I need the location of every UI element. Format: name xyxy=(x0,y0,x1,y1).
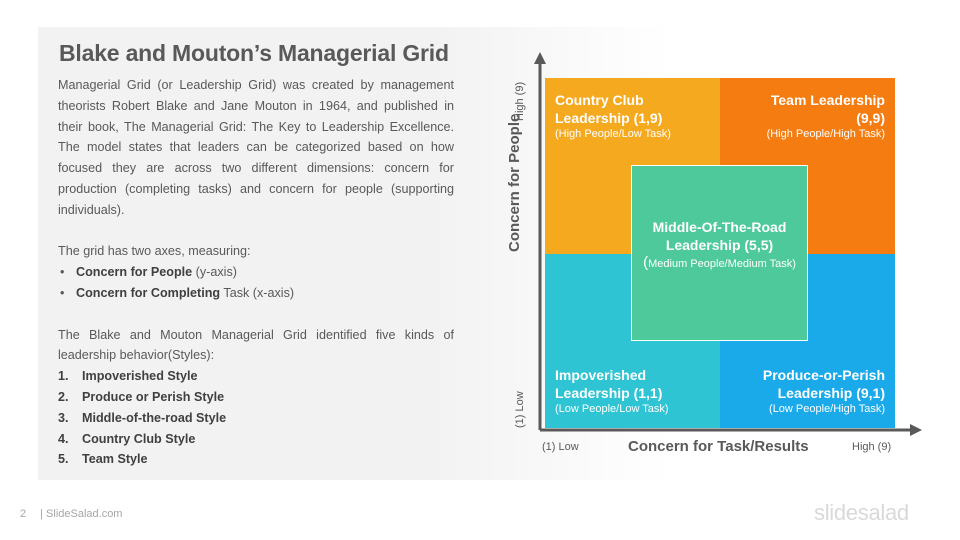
body-text: Managerial Grid (or Leadership Grid) was… xyxy=(58,75,454,470)
x-axis-low-label: (1) Low xyxy=(542,441,579,453)
y-axis-low-label: (1) Low xyxy=(514,391,526,428)
list-item: 4. Country Club Style xyxy=(58,431,196,446)
footer: 2 | SlideSalad.com xyxy=(20,508,122,520)
page-number: 2 xyxy=(20,508,27,520)
list-item: 3. Middle-of-the-road Style xyxy=(58,410,227,425)
y-axis-title: Concern for People xyxy=(506,114,523,252)
brand-logo: slidesalad xyxy=(814,500,909,525)
cell-middle-of-the-road: Middle-Of-The-Road Leadership (5,5) (Med… xyxy=(631,165,808,341)
list-item: Concern for People (y-axis) xyxy=(58,262,454,283)
y-axis-arrowhead xyxy=(534,52,546,64)
styles-list: 1. Impoverished Style 2. Produce or Perish… xyxy=(58,366,454,470)
x-axis-arrowhead xyxy=(910,424,922,436)
styles-intro: The Blake and Mouton Managerial Grid ide… xyxy=(58,327,454,363)
list-item: 2. Produce or Perish Style xyxy=(58,389,225,404)
list-item: 1. Impoverished Style xyxy=(58,369,198,384)
x-axis-high-label: High (9) xyxy=(852,441,892,453)
list-item: 5. Team Style xyxy=(58,452,148,467)
y-axis-high-label: High (9) xyxy=(514,81,526,121)
footer-site: | SlideSalad.com xyxy=(40,508,123,520)
axes-intro: The grid has two axes, measuring: xyxy=(58,244,251,259)
slide-title: Blake and Mouton’s Managerial Grid xyxy=(59,40,449,66)
x-axis-title: Concern for Task/Results xyxy=(628,438,809,455)
intro-paragraph: Managerial Grid (or Leadership Grid) was… xyxy=(58,78,454,217)
axes-list: Concern for People (y-axis) Concern for … xyxy=(58,262,454,304)
list-item: Concern for Completing Task (x-axis) xyxy=(58,283,454,304)
